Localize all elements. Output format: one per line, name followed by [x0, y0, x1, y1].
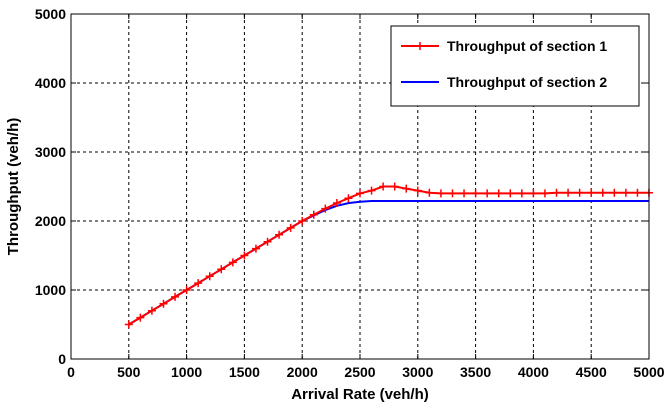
x-tick-label: 0 [67, 364, 75, 380]
data-point-marker [344, 194, 353, 203]
series-layer [124, 182, 653, 329]
data-point-marker [471, 189, 480, 198]
data-point-marker [379, 182, 388, 191]
data-point-marker [217, 265, 226, 274]
data-point-marker [309, 210, 318, 219]
data-point-marker [356, 189, 364, 198]
data-point-marker [286, 223, 295, 232]
data-point-marker [390, 182, 399, 191]
legend-label: Throughput of section 2 [447, 74, 607, 90]
data-point-marker [587, 188, 596, 197]
data-point-marker [552, 188, 561, 197]
x-tick-label: 2500 [344, 364, 375, 380]
x-axis-title: Arrival Rate (veh/h) [291, 386, 429, 403]
data-point-marker [182, 286, 191, 294]
data-point-marker [460, 189, 469, 198]
series-line-1 [128, 185, 649, 326]
data-point-marker [598, 188, 607, 197]
data-point-marker [228, 258, 237, 267]
data-point-marker [402, 184, 411, 193]
y-tick-label: 1000 [35, 282, 66, 298]
x-tick-label: 3500 [460, 364, 491, 380]
legend-items: Throughput of section 1 Throughput of sec… [401, 38, 607, 90]
y-tick-label: 0 [58, 351, 66, 367]
data-point-marker [321, 204, 330, 213]
data-point-marker [610, 188, 619, 197]
x-tick-label: 3000 [402, 364, 433, 380]
series-markers-1 [124, 182, 653, 329]
legend: Throughput of section 1 Throughput of sec… [390, 25, 640, 107]
x-tick-label: 1000 [171, 364, 202, 380]
x-tick-label: 500 [117, 364, 141, 380]
data-point-marker [506, 189, 515, 198]
data-point-marker [448, 189, 457, 198]
legend-label: Throughput of section 1 [447, 38, 607, 54]
y-tick-label: 2000 [35, 213, 66, 229]
legend-box [390, 25, 640, 107]
data-point-marker [136, 313, 145, 322]
data-point-marker [147, 306, 156, 315]
data-point-marker [575, 188, 584, 197]
data-point-marker [171, 292, 180, 301]
data-point-marker [540, 189, 549, 198]
data-point-marker [483, 189, 492, 198]
legend-item-2: Throughput of section 2 [401, 74, 607, 90]
data-point-marker [494, 189, 503, 198]
data-point-marker [275, 230, 284, 239]
series-line-2 [128, 200, 649, 326]
data-point-marker [621, 188, 630, 197]
data-point-marker [159, 299, 168, 308]
data-point-marker [517, 189, 526, 198]
x-tick-label: 5000 [633, 364, 664, 380]
data-point-marker [564, 188, 573, 197]
legend-marker [416, 42, 424, 50]
data-point-marker [194, 279, 203, 288]
x-tick-label: 4500 [576, 364, 607, 380]
data-point-marker [332, 199, 341, 208]
x-tick-label: 2000 [287, 364, 318, 380]
data-point-marker [240, 251, 249, 260]
data-point-marker [436, 189, 445, 198]
data-point-marker [425, 188, 434, 197]
data-point-marker [413, 186, 422, 195]
data-point-marker [251, 244, 260, 253]
x-tick-label: 1500 [229, 364, 260, 380]
data-point-marker [263, 237, 272, 246]
y-tick-label: 4000 [35, 75, 66, 91]
y-axis-title: Throughput (veh/h) [5, 118, 22, 255]
y-tick-label: 5000 [35, 6, 66, 22]
data-point-marker [367, 186, 376, 195]
legend-item-1: Throughput of section 1 [401, 38, 607, 54]
data-point-marker [529, 189, 538, 198]
data-point-marker [633, 188, 642, 197]
y-tick-label: 3000 [35, 144, 66, 160]
data-point-marker [298, 217, 307, 225]
data-point-marker [124, 320, 133, 329]
data-point-marker [205, 272, 214, 281]
axis-ticks: 0 500 1000 1500 2000 2500 3000 3500 4000 4500 5000… [35, 6, 665, 380]
x-tick-label: 4000 [518, 364, 549, 380]
